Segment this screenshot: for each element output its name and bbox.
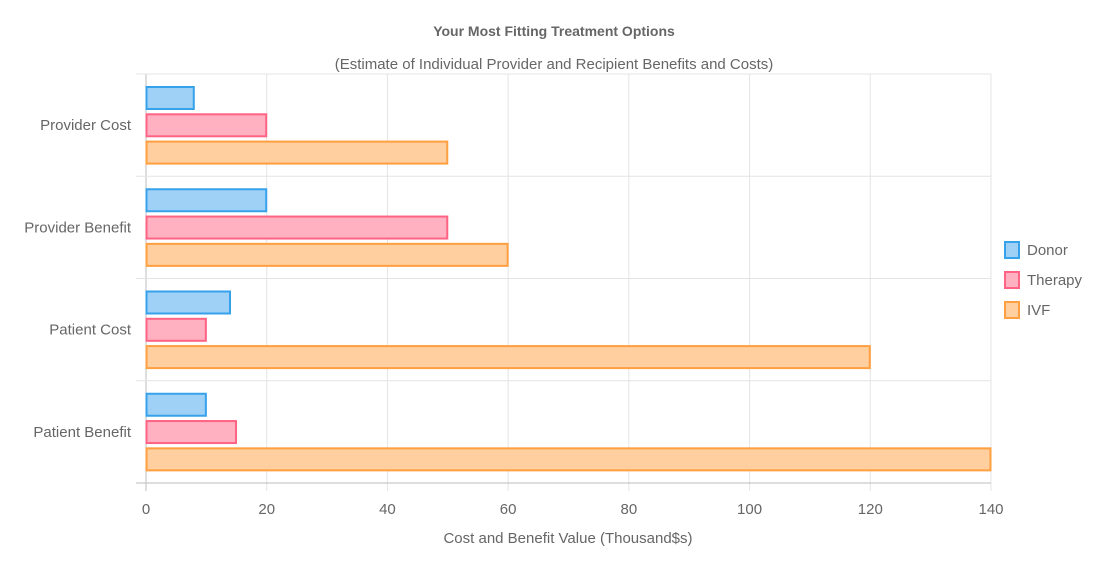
- legend-swatch-donor[interactable]: [1004, 241, 1020, 259]
- bar-ivf-patient-cost[interactable]: [145, 345, 871, 370]
- bar-therapy-patient-benefit[interactable]: [145, 420, 238, 445]
- bar-ivf-patient-benefit[interactable]: [145, 447, 992, 472]
- x-axis-label: Cost and Benefit Value (Thousand$s): [443, 530, 692, 547]
- legend-label-donor[interactable]: Donor: [1027, 242, 1068, 259]
- x-tick-label: 40: [379, 501, 396, 518]
- legend-swatch-ivf[interactable]: [1004, 301, 1020, 319]
- x-tick-label: 0: [142, 501, 150, 518]
- bar-therapy-provider-cost[interactable]: [145, 113, 268, 138]
- bar-ivf-provider-cost[interactable]: [145, 140, 449, 165]
- y-tick-label: Patient Benefit: [33, 424, 131, 441]
- y-tick-label: Patient Cost: [49, 322, 132, 339]
- x-tick-label: 80: [621, 501, 638, 518]
- grid-lines: [136, 73, 992, 491]
- bar-donor-provider-cost[interactable]: [145, 86, 195, 110]
- legend-label-ivf[interactable]: IVF: [1027, 302, 1050, 319]
- bars: [145, 86, 992, 472]
- y-tick-label: Provider Benefit: [24, 219, 132, 236]
- legend: Donor Therapy IVF: [1004, 241, 1083, 319]
- bar-donor-provider-benefit[interactable]: [145, 188, 268, 213]
- bar-therapy-patient-cost[interactable]: [145, 317, 207, 342]
- axis-ticks: 0 20 40 60 80 100 120 140 Provider Cost Provider …: [24, 117, 1003, 518]
- chart-subtitle: (Estimate of Individual Provider and Rec…: [335, 56, 774, 73]
- bar-donor-patient-cost[interactable]: [145, 290, 231, 315]
- y-tick-label: Provider Cost: [40, 117, 132, 134]
- x-tick-label: 140: [978, 501, 1003, 518]
- bar-ivf-provider-benefit[interactable]: [145, 242, 509, 267]
- chart-title: Your Most Fitting Treatment Options: [433, 23, 675, 39]
- x-tick-label: 100: [737, 501, 762, 518]
- legend-label-therapy[interactable]: Therapy: [1027, 272, 1083, 289]
- x-tick-label: 120: [858, 501, 883, 518]
- legend-swatch-therapy[interactable]: [1004, 271, 1020, 289]
- bar-therapy-provider-benefit[interactable]: [145, 215, 449, 240]
- bar-donor-patient-benefit[interactable]: [145, 392, 207, 417]
- x-tick-label: 60: [500, 501, 517, 518]
- x-tick-label: 20: [258, 501, 275, 518]
